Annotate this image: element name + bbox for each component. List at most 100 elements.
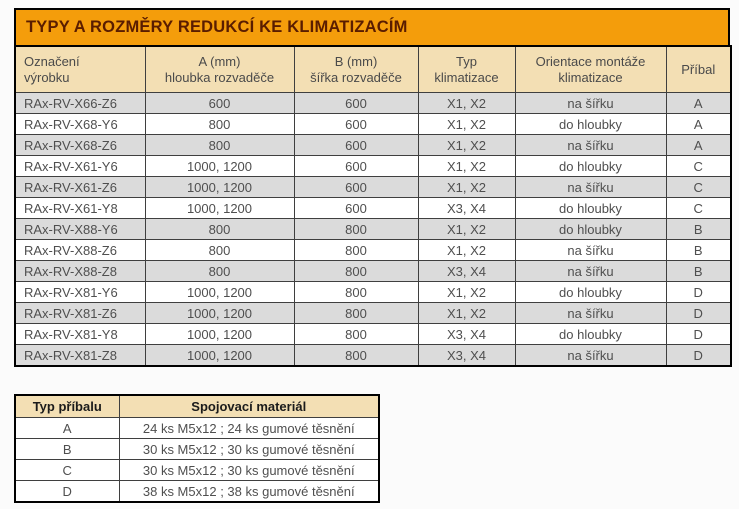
value-cell: 600 [293,176,419,198]
table-row: RAx-RV-X66-Z6 600 600 X1, X2 na šířku A [14,92,732,114]
table-row: RAx-RV-X88-Z8 800 800 X3, X4 na šířku B [14,260,732,282]
value-cell: 800 [293,239,419,261]
table-row: RAx-RV-X68-Z6 800 600 X1, X2 na šířku A [14,134,732,156]
accessory-pack-table: Typ příbalu Spojovací materiál A 24 ks M5… [14,394,380,503]
value-cell: na šířku [514,239,667,261]
value-cell: C [665,197,732,219]
product-code-cell: RAx-RV-X68-Y6 [14,113,146,135]
main-table-body: RAx-RV-X66-Z6 600 600 X1, X2 na šířku A RAx-RV… [14,92,732,367]
value-cell: 800 [144,260,295,282]
value-cell: 600 [293,155,419,177]
value-cell: X1, X2 [417,218,516,240]
value-cell: D [665,281,732,303]
table-row: RAx-RV-X61-Z6 1000, 1200 600 X1, X2 na šířku… [14,176,732,198]
value-cell: 800 [144,218,295,240]
value-cell: X3, X4 [417,323,516,345]
value-cell: 1000, 1200 [144,344,295,367]
col-header-mount-orientation: Orientace montáže klimatizace [514,45,667,93]
value-cell: X3, X4 [417,344,516,367]
table-header: Označení výrobku A (mm) hloubka rozvaděč… [14,45,732,93]
page-title: TYPY A ROZMĚRY REDUKCÍ KE KLIMATIZACÍM [14,8,730,45]
value-cell: 800 [144,239,295,261]
table-row: RAx-RV-X61-Y6 1000, 1200 600 X1, X2 do hloub… [14,155,732,177]
value-cell: X1, X2 [417,302,516,324]
col-header-ac-type: Typ klimatizace [417,45,516,93]
value-cell: X1, X2 [417,281,516,303]
value-cell: D [665,323,732,345]
value-cell: do hloubky [514,281,667,303]
value-cell: C [665,155,732,177]
pack-type-cell: C [14,459,120,481]
value-cell: 600 [144,92,295,114]
value-cell: do hloubky [514,323,667,345]
value-cell: X3, X4 [417,197,516,219]
table-row: RAx-RV-X88-Y6 800 800 X1, X2 do hloubky B [14,218,732,240]
table-row: RAx-RV-X81-Y6 1000, 1200 800 X1, X2 do hloub… [14,281,732,303]
value-cell: A [665,113,732,135]
value-cell: X1, X2 [417,176,516,198]
value-cell: 600 [293,113,419,135]
table-row: RAx-RV-X61-Y8 1000, 1200 600 X3, X4 do hloub… [14,197,732,219]
material-cell: 30 ks M5x12 ; 30 ks gumové těsnění [118,438,380,460]
product-code-cell: RAx-RV-X61-Z6 [14,176,146,198]
material-cell: 38 ks M5x12 ; 38 ks gumové těsnění [118,480,380,503]
value-cell: C [665,176,732,198]
value-cell: 1000, 1200 [144,281,295,303]
value-cell: do hloubky [514,155,667,177]
value-cell: 1000, 1200 [144,197,295,219]
value-cell: 800 [293,218,419,240]
value-cell: A [665,134,732,156]
product-code-cell: RAx-RV-X88-Z6 [14,239,146,261]
value-cell: 600 [293,92,419,114]
table-row: RAx-RV-X88-Z6 800 800 X1, X2 na šířku B [14,239,732,261]
col-header-product-code: Označení výrobku [14,45,146,93]
product-code-cell: RAx-RV-X68-Z6 [14,134,146,156]
value-cell: 800 [293,260,419,282]
table-row: A 24 ks M5x12 ; 24 ks gumové těsnění [14,417,380,439]
table-row: D 38 ks M5x12 ; 38 ks gumové těsnění [14,480,380,503]
product-code-cell: RAx-RV-X81-Z6 [14,302,146,324]
table-row: RAx-RV-X68-Y6 800 600 X1, X2 do hloubky A [14,113,732,135]
value-cell: do hloubky [514,113,667,135]
col-header-joining-material: Spojovací materiál [118,394,380,418]
value-cell: do hloubky [514,218,667,240]
product-code-cell: RAx-RV-X88-Z8 [14,260,146,282]
value-cell: 1000, 1200 [144,323,295,345]
value-cell: 800 [293,323,419,345]
value-cell: 1000, 1200 [144,155,295,177]
pack-type-cell: D [14,480,120,503]
value-cell: na šířku [514,260,667,282]
value-cell: X3, X4 [417,260,516,282]
table-row: C 30 ks M5x12 ; 30 ks gumové těsnění [14,459,380,481]
value-cell: 1000, 1200 [144,176,295,198]
table-row: RAx-RV-X81-Z6 1000, 1200 800 X1, X2 na šířku… [14,302,732,324]
value-cell: X1, X2 [417,134,516,156]
col-header-width-b: B (mm) šířka rozvaděče [293,45,419,93]
product-code-cell: RAx-RV-X66-Z6 [14,92,146,114]
pack-type-cell: A [14,417,120,439]
table-row: RAx-RV-X81-Y8 1000, 1200 800 X3, X4 do hloub… [14,323,732,345]
material-cell: 30 ks M5x12 ; 30 ks gumové těsnění [118,459,380,481]
value-cell: B [665,218,732,240]
value-cell: na šířku [514,344,667,367]
value-cell: na šířku [514,92,667,114]
value-cell: 600 [293,197,419,219]
reduction-types-table: Označení výrobku A (mm) hloubka rozvaděč… [14,45,732,367]
col-header-depth-a: A (mm) hloubka rozvaděče [144,45,295,93]
pack-type-cell: B [14,438,120,460]
value-cell: A [665,92,732,114]
value-cell: 1000, 1200 [144,302,295,324]
product-code-cell: RAx-RV-X81-Y8 [14,323,146,345]
accessory-table-body: A 24 ks M5x12 ; 24 ks gumové těsnění B 30 k… [14,417,380,503]
product-code-cell: RAx-RV-X61-Y8 [14,197,146,219]
value-cell: 800 [293,302,419,324]
product-code-cell: RAx-RV-X81-Y6 [14,281,146,303]
material-cell: 24 ks M5x12 ; 24 ks gumové těsnění [118,417,380,439]
value-cell: B [665,260,732,282]
value-cell: 800 [144,134,295,156]
accessory-table-header: Typ příbalu Spojovací materiál [14,394,380,418]
table-row: B 30 ks M5x12 ; 30 ks gumové těsnění [14,438,380,460]
value-cell: D [665,302,732,324]
value-cell: na šířku [514,302,667,324]
